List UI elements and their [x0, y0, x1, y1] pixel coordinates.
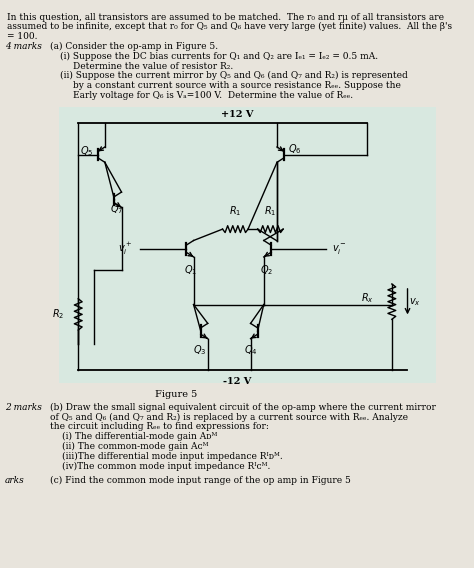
- Text: (iii)The differential mode input impedance Rᴵᴅᴹ.: (iii)The differential mode input impedan…: [62, 452, 283, 461]
- Text: of Q₅ and Q₆ (and Q₇ and R₂) is replaced by a current source with Rₑₑ. Analyze: of Q₅ and Q₆ (and Q₇ and R₂) is replaced…: [50, 412, 408, 421]
- Text: $Q_4$: $Q_4$: [244, 343, 257, 357]
- Text: Determine the value of resistor R₂.: Determine the value of resistor R₂.: [73, 61, 234, 70]
- Text: $Q_6$: $Q_6$: [288, 142, 301, 156]
- Text: 4 marks: 4 marks: [5, 42, 42, 51]
- Text: (ii) Suppose the current mirror by Q₅ and Q₆ (and Q₇ and R₂) is represented: (ii) Suppose the current mirror by Q₅ an…: [60, 72, 407, 81]
- Text: (c) Find the common mode input range of the op amp in Figure 5: (c) Find the common mode input range of …: [50, 476, 351, 485]
- Text: $Q_7$: $Q_7$: [109, 203, 123, 216]
- Text: $Q_5$: $Q_5$: [80, 144, 94, 157]
- Text: (iv)The common mode input impedance Rᴵᴄᴹ.: (iv)The common mode input impedance Rᴵᴄᴹ…: [62, 461, 270, 470]
- Text: -12 V: -12 V: [223, 377, 251, 386]
- Text: assumed to be infinite, except that r₀ for Q₅ and Q₆ have very large (yet finite: assumed to be infinite, except that r₀ f…: [7, 22, 452, 31]
- Text: 2 marks: 2 marks: [5, 403, 42, 412]
- Text: (b) Draw the small signal equivalent circuit of the op-amp where the current mir: (b) Draw the small signal equivalent cir…: [50, 403, 436, 412]
- FancyBboxPatch shape: [59, 107, 436, 383]
- Text: by a constant current source with a source resistance Rₑₑ. Suppose the: by a constant current source with a sour…: [73, 81, 401, 90]
- Text: $Q_1$: $Q_1$: [184, 263, 197, 277]
- Text: $v_i^-$: $v_i^-$: [332, 242, 346, 256]
- Text: $R_1$: $R_1$: [264, 204, 277, 218]
- Text: +12 V: +12 V: [221, 110, 253, 119]
- Text: $R_1$: $R_1$: [229, 204, 241, 218]
- Text: (i) The differential-mode gain Aᴅᴹ: (i) The differential-mode gain Aᴅᴹ: [62, 432, 217, 441]
- Text: $Q_2$: $Q_2$: [260, 263, 273, 277]
- Text: $R_x$: $R_x$: [361, 291, 374, 304]
- Text: $v_i^+$: $v_i^+$: [118, 241, 132, 257]
- Text: $Q_3$: $Q_3$: [193, 343, 206, 357]
- Text: Early voltage for Q₆ is Vₐ=100 V.  Determine the value of Rₑₑ.: Early voltage for Q₆ is Vₐ=100 V. Determ…: [73, 91, 354, 100]
- Text: arks: arks: [5, 476, 25, 485]
- Text: (ii) The common-mode gain Aᴄᴹ: (ii) The common-mode gain Aᴄᴹ: [62, 442, 208, 451]
- Text: (i) Suppose the DC bias currents for Q₁ and Q₂ are Iₑ₁ = Iₑ₂ = 0.5 mA.: (i) Suppose the DC bias currents for Q₁ …: [60, 52, 378, 61]
- Text: Figure 5: Figure 5: [155, 390, 197, 399]
- Text: In this question, all transistors are assumed to be matched.  The r₀ and rμ of a: In this question, all transistors are as…: [7, 12, 444, 22]
- Text: = 100.: = 100.: [7, 32, 37, 41]
- Text: (a) Consider the op-amp in Figure 5.: (a) Consider the op-amp in Figure 5.: [50, 42, 218, 51]
- Text: $R_2$: $R_2$: [52, 307, 64, 321]
- Text: $v_x$: $v_x$: [410, 296, 421, 307]
- Text: the circuit including Rₑₑ to find expressions for:: the circuit including Rₑₑ to find expres…: [50, 422, 269, 431]
